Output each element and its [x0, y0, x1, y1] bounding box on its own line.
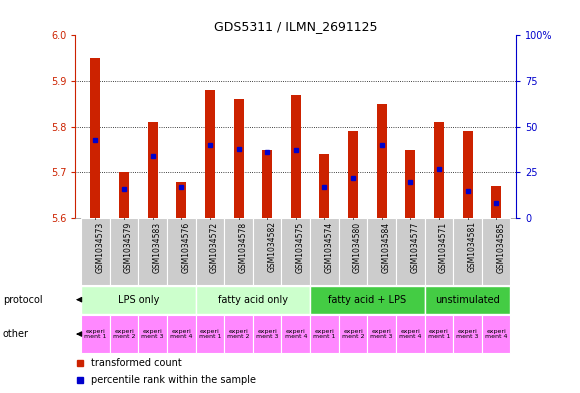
Text: GSM1034577: GSM1034577	[410, 221, 419, 273]
Bar	[176, 182, 186, 218]
Bar	[453, 315, 482, 353]
Bar	[348, 131, 358, 218]
Bar	[195, 315, 224, 353]
Text: GSM1034573: GSM1034573	[96, 221, 104, 273]
Text: GSM1034574: GSM1034574	[324, 221, 334, 273]
Bar	[396, 218, 425, 285]
Text: experi
ment 3: experi ment 3	[256, 329, 278, 339]
Bar	[224, 315, 253, 353]
Text: experi
ment 3: experi ment 3	[142, 329, 164, 339]
Bar	[110, 218, 139, 285]
Bar	[167, 315, 195, 353]
Bar	[482, 315, 510, 353]
Bar	[139, 315, 167, 353]
Text: GSM1034583: GSM1034583	[153, 221, 162, 273]
Text: experi
ment 3: experi ment 3	[371, 329, 393, 339]
Text: GSM1034580: GSM1034580	[353, 221, 362, 273]
Bar	[396, 315, 425, 353]
Text: percentile rank within the sample: percentile rank within the sample	[91, 375, 256, 385]
Bar	[491, 186, 501, 218]
Text: experi
ment 2: experi ment 2	[227, 329, 250, 339]
Bar	[139, 218, 167, 285]
Bar	[310, 285, 425, 314]
Bar	[205, 90, 215, 218]
Bar	[90, 58, 100, 218]
Text: experi
ment 2: experi ment 2	[113, 329, 135, 339]
Bar	[310, 218, 339, 285]
Bar	[425, 218, 453, 285]
Bar	[81, 285, 195, 314]
Text: other: other	[3, 329, 29, 339]
Bar	[110, 315, 139, 353]
Bar	[453, 218, 482, 285]
Text: experi
ment 1: experi ment 1	[427, 329, 450, 339]
Text: GSM1034581: GSM1034581	[467, 221, 477, 272]
Text: unstimulated: unstimulated	[435, 295, 500, 305]
Bar	[167, 218, 195, 285]
Text: GSM1034578: GSM1034578	[238, 221, 248, 273]
Text: experi
ment 1: experi ment 1	[199, 329, 221, 339]
Bar	[148, 122, 158, 218]
Text: GDS5311 / ILMN_2691125: GDS5311 / ILMN_2691125	[214, 20, 378, 33]
Text: experi
ment 4: experi ment 4	[399, 329, 422, 339]
Bar	[81, 315, 110, 353]
Bar	[482, 218, 510, 285]
Bar	[253, 218, 281, 285]
Bar	[462, 131, 473, 218]
Bar	[291, 95, 301, 218]
Text: GSM1034585: GSM1034585	[496, 221, 505, 273]
Text: experi
ment 4: experi ment 4	[485, 329, 508, 339]
Bar	[339, 218, 367, 285]
Text: experi
ment 3: experi ment 3	[456, 329, 479, 339]
Text: fatty acid + LPS: fatty acid + LPS	[328, 295, 407, 305]
Text: LPS only: LPS only	[118, 295, 159, 305]
Text: protocol: protocol	[3, 295, 42, 305]
Bar	[262, 150, 272, 218]
Bar	[224, 218, 253, 285]
Text: fatty acid only: fatty acid only	[218, 295, 288, 305]
Bar	[281, 315, 310, 353]
Bar	[405, 150, 415, 218]
Bar	[339, 315, 367, 353]
Bar	[81, 218, 110, 285]
Bar	[367, 315, 396, 353]
Text: GSM1034579: GSM1034579	[124, 221, 133, 273]
Text: experi
ment 4: experi ment 4	[170, 329, 193, 339]
Text: GSM1034571: GSM1034571	[439, 221, 448, 273]
Text: experi
ment 2: experi ment 2	[342, 329, 364, 339]
Text: GSM1034582: GSM1034582	[267, 221, 276, 272]
Bar	[320, 154, 329, 218]
Bar	[195, 218, 224, 285]
Text: experi
ment 1: experi ment 1	[313, 329, 336, 339]
Text: experi
ment 1: experi ment 1	[84, 329, 107, 339]
Bar	[310, 315, 339, 353]
Text: GSM1034584: GSM1034584	[382, 221, 391, 273]
Bar	[253, 315, 281, 353]
Bar	[119, 173, 129, 218]
Text: GSM1034575: GSM1034575	[296, 221, 305, 273]
Text: GSM1034576: GSM1034576	[182, 221, 190, 273]
Bar	[376, 104, 387, 218]
Text: experi
ment 4: experi ment 4	[285, 329, 307, 339]
Bar	[195, 285, 310, 314]
Bar	[367, 218, 396, 285]
Bar	[425, 315, 453, 353]
Text: transformed count: transformed count	[91, 358, 182, 367]
Bar	[281, 218, 310, 285]
Bar	[434, 122, 444, 218]
Text: GSM1034572: GSM1034572	[210, 221, 219, 273]
Bar	[234, 99, 244, 218]
Bar	[425, 285, 510, 314]
